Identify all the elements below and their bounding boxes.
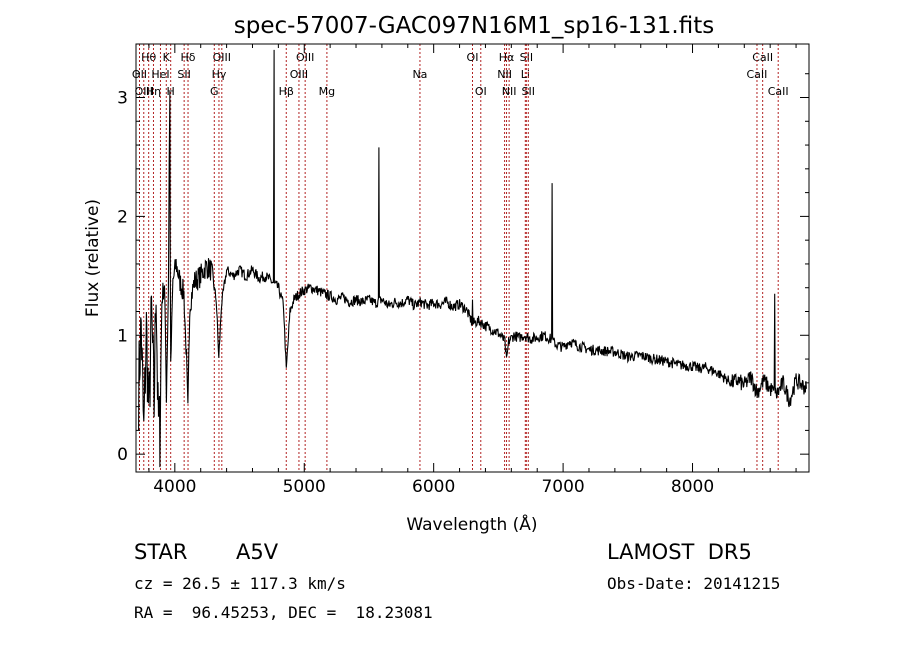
x-axis-label: Wavelength (Å)	[406, 513, 537, 535]
line-marker-label: NII	[502, 85, 517, 98]
line-marker-label: Hη	[146, 85, 161, 98]
line-marker-label: OIII	[135, 85, 153, 98]
line-marker-label: Hα	[499, 51, 515, 64]
y-tick-label: 3	[117, 89, 128, 109]
x-tick-label: 5000	[283, 477, 326, 497]
object-class: STAR	[134, 540, 188, 564]
line-marker-label: OI	[467, 51, 479, 64]
x-tick-label: 6000	[412, 477, 455, 497]
line-marker-label: CaII	[752, 51, 773, 64]
line-marker-label: Mg	[319, 85, 335, 98]
chart-title: spec-57007-GAC097N16M1_sp16-131.fits	[234, 13, 714, 39]
line-marker-label: OII	[132, 68, 147, 81]
y-tick-label: 2	[117, 207, 128, 227]
line-marker-label: OIII	[296, 51, 314, 64]
line-marker-label: OIII	[213, 51, 231, 64]
y-tick-label: 1	[117, 326, 128, 346]
line-marker-label: CaII	[747, 68, 768, 81]
obs-date: Obs-Date: 20141215	[607, 574, 781, 593]
spectrum-line	[138, 49, 807, 468]
line-marker-label: SII	[177, 68, 190, 81]
line-marker-label: Na	[412, 68, 427, 81]
line-marker-label: Hγ	[212, 68, 227, 81]
x-tick-label: 4000	[153, 477, 196, 497]
axis-ticks: 4000 5000 6000 7000 8000 0 1 2 3	[117, 44, 809, 497]
line-marker-label: Hθ	[141, 51, 156, 64]
line-marker-label: NII	[497, 68, 512, 81]
spectrum-series	[138, 49, 807, 468]
coordinates: RA = 96.45253, DEC = 18.23081	[134, 603, 433, 622]
line-marker-label: G	[210, 85, 219, 98]
line-marker-label: H	[167, 85, 175, 98]
line-marker-label: SII	[522, 85, 535, 98]
line-marker-label: Hδ	[181, 51, 196, 64]
line-marker-label: HeI	[151, 68, 169, 81]
line-marker-label: K	[163, 51, 171, 64]
line-marker-label: OIII	[290, 68, 308, 81]
x-tick-label: 7000	[541, 477, 584, 497]
survey-label: LAMOST DR5	[607, 540, 752, 564]
line-marker-label: SII	[520, 51, 533, 64]
object-subclass: A5V	[236, 540, 279, 564]
line-marker-label: Li	[521, 68, 530, 81]
y-axis-label: Flux (relative)	[83, 199, 103, 317]
line-marker-label: Hβ	[279, 85, 294, 98]
y-tick-label: 0	[117, 445, 128, 465]
plot-frame	[135, 43, 810, 473]
line-marker-label: OI	[475, 85, 487, 98]
x-tick-label: 8000	[671, 477, 714, 497]
redshift-info: cz = 26.5 ± 117.3 km/s	[134, 574, 346, 593]
line-marker-label: CaII	[768, 85, 789, 98]
